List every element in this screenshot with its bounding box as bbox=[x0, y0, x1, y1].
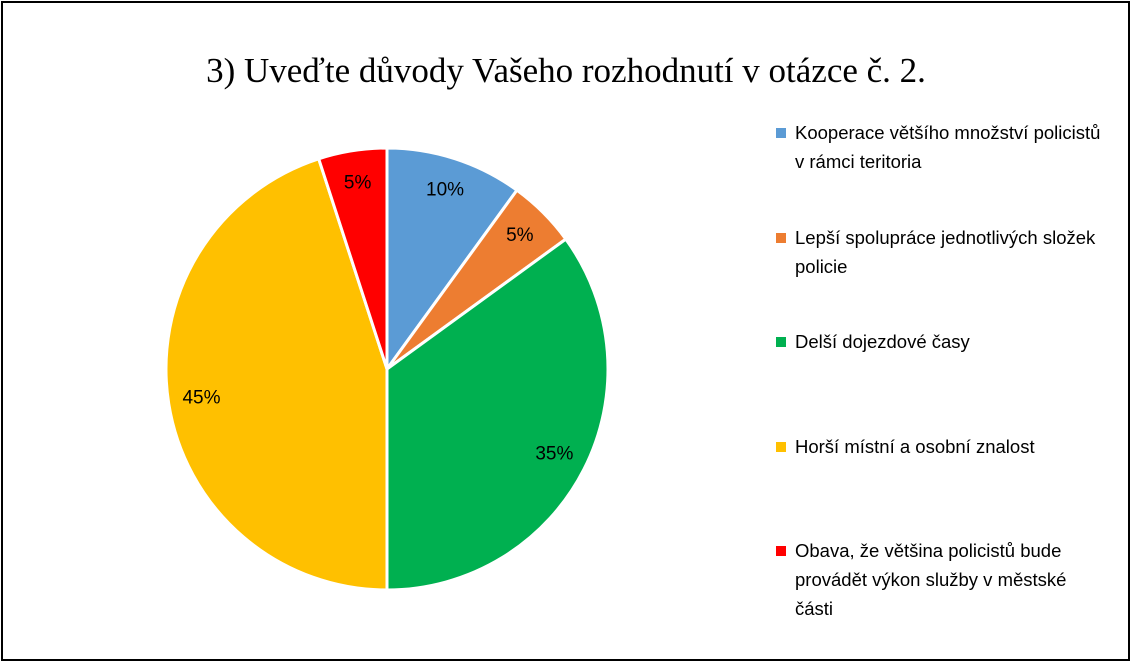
legend-item: Kooperace většího množství policistů v r… bbox=[776, 118, 1106, 176]
legend-item: Lepší spolupráce jednotlivých složek pol… bbox=[776, 223, 1106, 281]
legend-item: Delší dojezdové časy bbox=[776, 327, 1106, 356]
data-label: 45% bbox=[182, 387, 220, 408]
pie-slice bbox=[317, 146, 389, 371]
legend-marker bbox=[776, 337, 786, 347]
legend-marker bbox=[776, 441, 786, 452]
legend-label: Obava, že většina policistů bude provádě… bbox=[795, 540, 1067, 619]
legend-label: Lepší spolupráce jednotlivých složek pol… bbox=[795, 226, 1096, 277]
legend-marker bbox=[776, 128, 786, 138]
legend-label: Kooperace většího množství policistů v r… bbox=[795, 122, 1101, 172]
legend-item: Horší místní a osobní znalost bbox=[776, 432, 1106, 461]
data-label: 10% bbox=[426, 179, 464, 200]
legend-marker bbox=[776, 232, 786, 243]
pie-slice bbox=[164, 157, 389, 592]
legend-label: Delší dojezdové časy bbox=[795, 331, 970, 352]
legend-marker bbox=[776, 546, 786, 556]
pie-slice bbox=[385, 146, 519, 371]
data-label: 5% bbox=[344, 172, 372, 193]
data-label: 35% bbox=[535, 443, 573, 464]
legend-label: Horší místní a osobní znalost bbox=[795, 435, 1035, 457]
chart-title: 3) Uveďte důvody Vašeho rozhodnutí v otá… bbox=[206, 51, 926, 90]
pie-slice bbox=[385, 237, 610, 592]
legend-item: Obava, že většina policistů bude provádě… bbox=[776, 536, 1106, 623]
data-label: 5% bbox=[506, 225, 534, 246]
